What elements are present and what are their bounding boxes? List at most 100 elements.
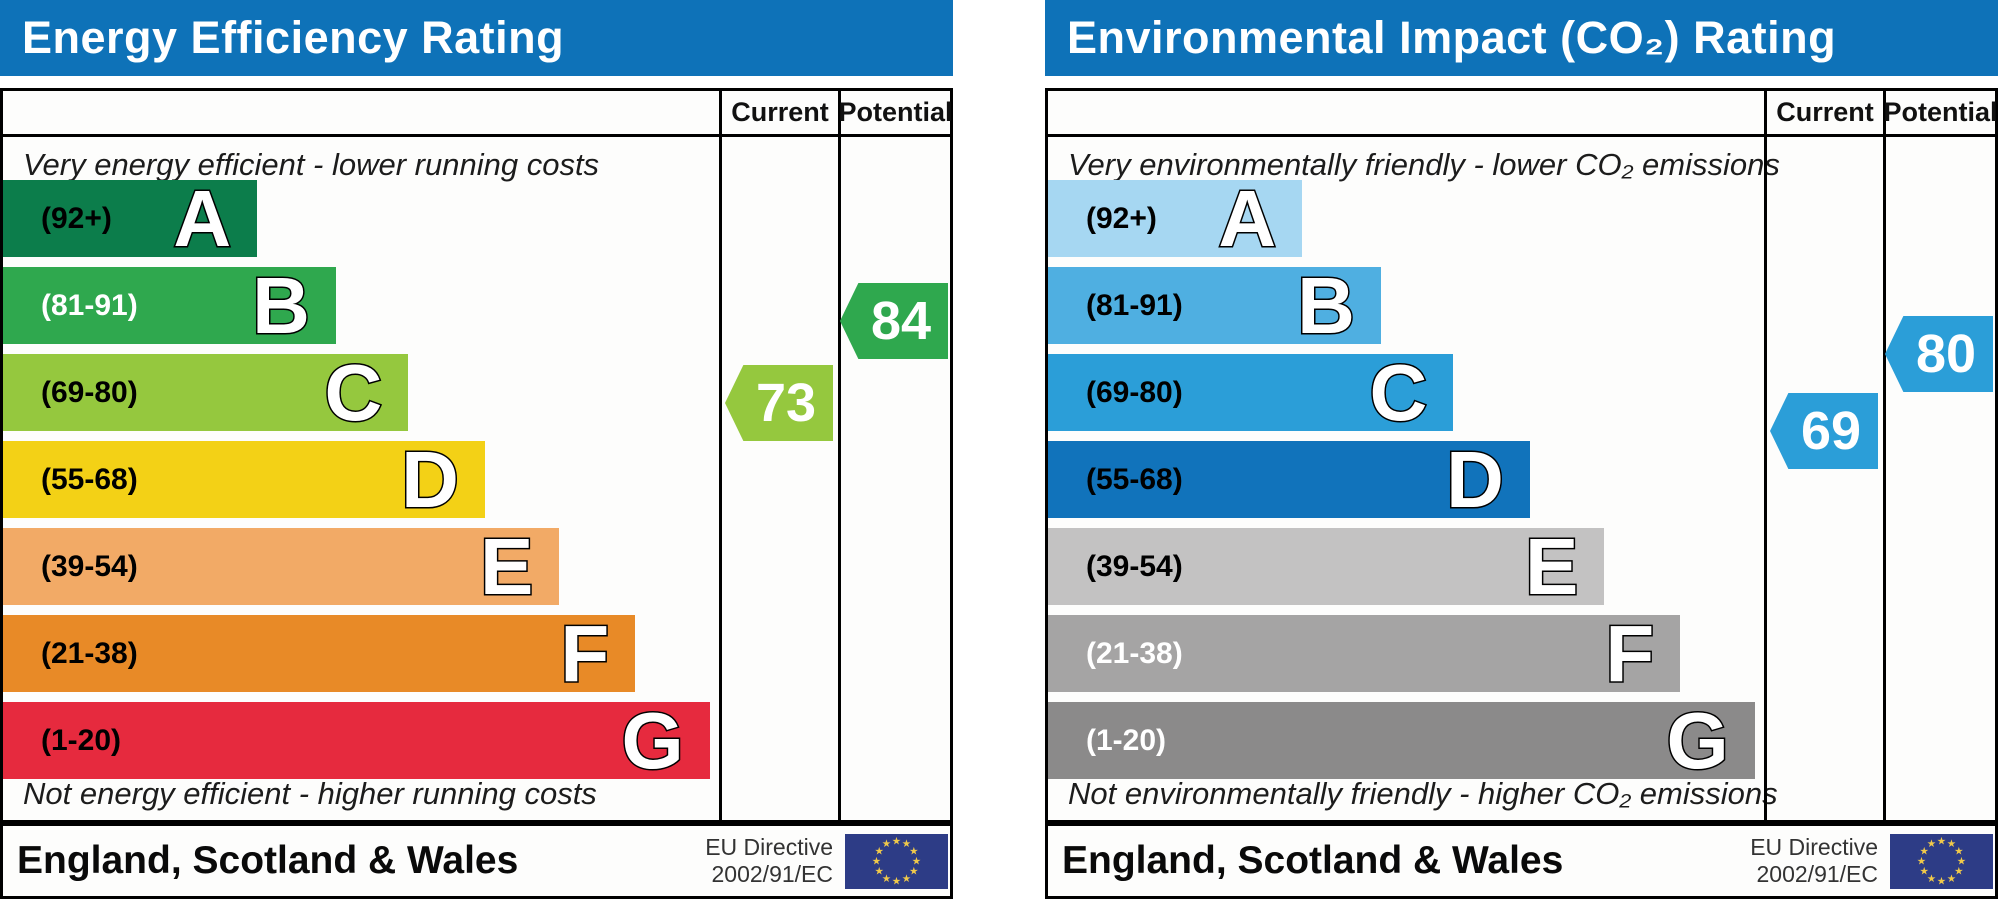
current-rating-value: 73 xyxy=(755,373,817,433)
svg-text:★: ★ xyxy=(1947,838,1957,850)
potential-column: 80 xyxy=(1883,137,1995,820)
band-letter: E xyxy=(478,522,534,611)
band-e: (39-54) E xyxy=(3,522,560,611)
band-b: (81-91) B xyxy=(1048,264,1381,347)
band-letter: B xyxy=(251,261,312,350)
column-header-current: Current xyxy=(719,91,838,137)
svg-text:★: ★ xyxy=(1919,845,1929,857)
potential-column: 84 xyxy=(838,137,950,820)
band-range-label: (21-38) xyxy=(41,636,138,670)
potential-rating-marker: 84 xyxy=(840,283,948,359)
band-range-label: (69-80) xyxy=(41,375,138,409)
svg-text:★: ★ xyxy=(909,865,919,877)
eu-directive-text: EU Directive 2002/91/EC xyxy=(705,834,833,888)
svg-text:★: ★ xyxy=(892,875,902,887)
current-rating-value: 69 xyxy=(1800,401,1862,461)
bottom-note: Not energy efficient - higher running co… xyxy=(23,776,597,811)
column-header-potential: Potential xyxy=(1883,91,1998,137)
svg-text:★: ★ xyxy=(1927,872,1937,884)
band-range-label: (81-91) xyxy=(41,288,138,322)
header-spacer xyxy=(3,91,719,137)
svg-text:★: ★ xyxy=(882,838,892,850)
svg-text:★: ★ xyxy=(1927,838,1937,850)
band-g: (1-20) G xyxy=(1048,696,1755,785)
svg-text:★: ★ xyxy=(902,838,912,850)
rating-scale-area: Very energy efficient - lower running co… xyxy=(3,137,719,820)
panel-environmental-impact: Environmental Impact (CO₂) Rating Current… xyxy=(1045,0,1998,899)
svg-text:★: ★ xyxy=(1957,855,1967,867)
band-range-label: (92+) xyxy=(1086,201,1157,235)
bottom-note: Not environmentally friendly - higher CO… xyxy=(1068,776,1778,811)
band-range-label: (55-68) xyxy=(1086,462,1183,496)
eu-flag-icon: ★ ★ ★ ★ ★ ★ ★ ★ ★ ★ ★ ★ xyxy=(1890,833,1993,889)
panel-energy-efficiency: Energy Efficiency Rating Current Potential… xyxy=(0,0,953,899)
band-g: (1-20) G xyxy=(3,696,710,785)
eu-directive-line1: EU Directive xyxy=(705,834,833,860)
band-f: (21-38) F xyxy=(3,612,636,695)
panel-title-bar: Energy Efficiency Rating xyxy=(0,0,953,76)
panel-title: Environmental Impact (CO₂) Rating xyxy=(1067,12,1837,63)
band-b: (81-91) B xyxy=(3,261,336,350)
rating-bands: (92+) A (81-91) B (69-80) C (55-68) D (39-54) E (2… xyxy=(3,174,719,789)
svg-text:★: ★ xyxy=(1954,865,1964,877)
current-column: 69 xyxy=(1764,137,1883,820)
svg-text:★: ★ xyxy=(874,845,884,857)
potential-header-label: Potential xyxy=(838,97,953,127)
band-f: (21-38) F xyxy=(1048,609,1681,698)
band-range-label: (1-20) xyxy=(1086,723,1167,757)
top-note: Very environmentally friendly - lower CO… xyxy=(1068,147,1780,182)
band-c: (69-80) C xyxy=(3,351,409,434)
svg-text:★: ★ xyxy=(1937,875,1947,887)
svg-text:★: ★ xyxy=(874,865,884,877)
current-column: 73 xyxy=(719,137,838,820)
band-range-label: (39-54) xyxy=(1086,549,1183,583)
band-letter: A xyxy=(1217,174,1278,263)
svg-text:★: ★ xyxy=(882,872,892,884)
eu-flag-icon: ★ ★ ★ ★ ★ ★ ★ ★ ★ ★ ★ ★ xyxy=(845,833,948,889)
band-d: (55-68) D xyxy=(1048,438,1530,521)
column-header-potential: Potential xyxy=(838,91,953,137)
panel-title-bar: Environmental Impact (CO₂) Rating xyxy=(1045,0,1998,76)
eu-directive-line2: 2002/91/EC xyxy=(711,861,833,887)
svg-text:★: ★ xyxy=(1917,855,1927,867)
band-letter: G xyxy=(620,696,685,785)
band-letter: F xyxy=(1604,609,1656,698)
eu-directive-text: EU Directive 2002/91/EC xyxy=(1750,834,1878,888)
svg-text:★: ★ xyxy=(872,855,882,867)
rating-scale-area: Very environmentally friendly - lower CO… xyxy=(1048,137,1780,820)
band-letter: A xyxy=(172,174,233,263)
potential-rating-value: 84 xyxy=(870,291,932,351)
svg-text:★: ★ xyxy=(912,855,922,867)
current-rating-marker: 69 xyxy=(1770,393,1878,469)
svg-text:★: ★ xyxy=(1954,845,1964,857)
rating-table: Current Potential Very energy efficient - … xyxy=(0,88,953,823)
band-range-label: (69-80) xyxy=(1086,375,1183,409)
footer-region-label: England, Scotland & Wales xyxy=(1062,839,1564,882)
current-header-label: Current xyxy=(731,97,829,127)
band-letter: E xyxy=(1523,522,1579,611)
eu-directive-line2: 2002/91/EC xyxy=(1756,861,1878,887)
rating-table: Current Potential Very environmentally fri… xyxy=(1045,88,1998,823)
svg-text:★: ★ xyxy=(1937,835,1947,847)
band-a: (92+) A xyxy=(1048,174,1303,263)
band-e: (39-54) E xyxy=(1048,522,1605,611)
band-letter: D xyxy=(400,435,461,524)
band-letter: G xyxy=(1665,696,1730,785)
band-a: (92+) A xyxy=(3,174,258,263)
panel-title: Energy Efficiency Rating xyxy=(22,12,565,63)
svg-text:★: ★ xyxy=(902,872,912,884)
rating-bands: (92+) A (81-91) B (69-80) C (55-68) D (39-54) E (2… xyxy=(1048,174,1764,789)
band-range-label: (1-20) xyxy=(41,723,122,757)
band-range-label: (55-68) xyxy=(41,462,138,496)
header-spacer xyxy=(1048,91,1764,137)
band-d: (55-68) D xyxy=(3,435,485,524)
column-header-current: Current xyxy=(1764,91,1883,137)
band-range-label: (39-54) xyxy=(41,549,138,583)
band-range-label: (21-38) xyxy=(1086,636,1183,670)
potential-rating-value: 80 xyxy=(1915,324,1977,384)
svg-text:★: ★ xyxy=(909,845,919,857)
band-letter: C xyxy=(1368,348,1429,437)
band-range-label: (92+) xyxy=(41,201,112,235)
potential-rating-marker: 80 xyxy=(1885,316,1993,392)
potential-header-label: Potential xyxy=(1883,97,1998,127)
